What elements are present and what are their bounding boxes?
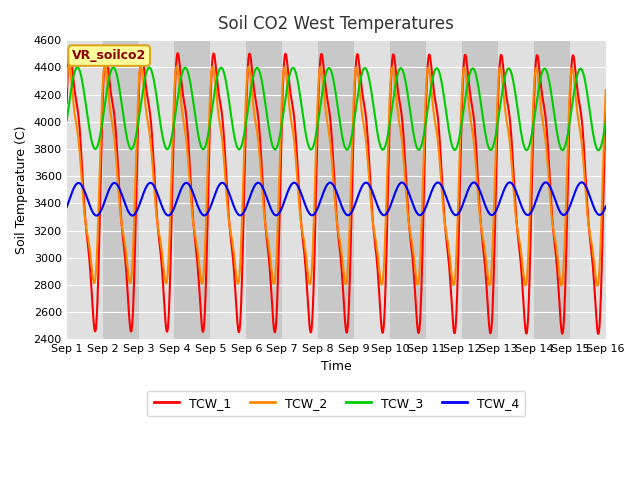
TCW_1 [63, 100, 70, 106]
TCW_3 [63, 117, 70, 123]
Bar [498, 40, 534, 339]
TCW_2 [325, 130, 333, 136]
Bar [211, 40, 246, 339]
Bar [426, 40, 462, 339]
Bar [67, 40, 102, 339]
TCW_4 [488, 212, 495, 218]
TCW_1 [586, 239, 594, 244]
TCW_2 [586, 233, 594, 239]
X-axis label: Time: Time [321, 360, 351, 373]
TCW_2 [311, 188, 319, 194]
Bar [390, 40, 426, 339]
TCW_3 [488, 147, 495, 153]
TCW_4 [587, 196, 595, 202]
Line: TCW_3: TCW_3 [67, 67, 605, 150]
TCW_1 [91, 326, 99, 332]
TCW_4 [90, 211, 98, 217]
Bar [318, 40, 354, 339]
TCW_4 [311, 211, 319, 216]
Bar [246, 40, 282, 339]
Bar [354, 40, 390, 339]
TCW_3 [595, 147, 602, 153]
Bar [534, 40, 570, 339]
TCW_1 [586, 236, 594, 242]
TCW_1 [488, 326, 495, 332]
Legend: TCW_1, TCW_2, TCW_3, TCW_4: TCW_1, TCW_2, TCW_3, TCW_4 [147, 391, 525, 416]
TCW_3 [311, 138, 319, 144]
Line: TCW_4: TCW_4 [67, 182, 605, 216]
Text: VR_soilco2: VR_soilco2 [72, 49, 147, 62]
TCW_4 [586, 195, 594, 201]
Line: TCW_2: TCW_2 [67, 66, 605, 286]
Bar [138, 40, 175, 339]
TCW_2 [63, 84, 70, 90]
TCW_4 [578, 180, 586, 185]
TCW_1 [311, 242, 319, 248]
Bar [102, 40, 138, 339]
TCW_3 [74, 64, 81, 70]
Title: Soil CO2 West Temperatures: Soil CO2 West Temperatures [218, 15, 454, 33]
TCW_2 [593, 283, 601, 288]
TCW_2 [65, 63, 73, 69]
Bar [282, 40, 318, 339]
TCW_1 [66, 50, 74, 56]
TCW_3 [325, 65, 333, 71]
TCW_3 [602, 119, 609, 124]
TCW_4 [602, 204, 609, 209]
Line: TCW_1: TCW_1 [67, 53, 605, 334]
TCW_1 [595, 331, 602, 337]
TCW_2 [602, 87, 609, 93]
TCW_3 [586, 111, 594, 117]
TCW_1 [325, 107, 333, 112]
TCW_3 [586, 113, 594, 119]
TCW_4 [63, 204, 70, 210]
TCW_2 [586, 231, 594, 237]
Y-axis label: Soil Temperature (C): Soil Temperature (C) [15, 125, 28, 254]
TCW_2 [488, 269, 495, 275]
Bar [175, 40, 211, 339]
Bar [570, 40, 605, 339]
TCW_4 [325, 180, 333, 186]
TCW_4 [93, 213, 100, 218]
TCW_3 [91, 145, 99, 151]
TCW_1 [602, 103, 609, 108]
Bar [462, 40, 498, 339]
TCW_2 [91, 280, 99, 286]
